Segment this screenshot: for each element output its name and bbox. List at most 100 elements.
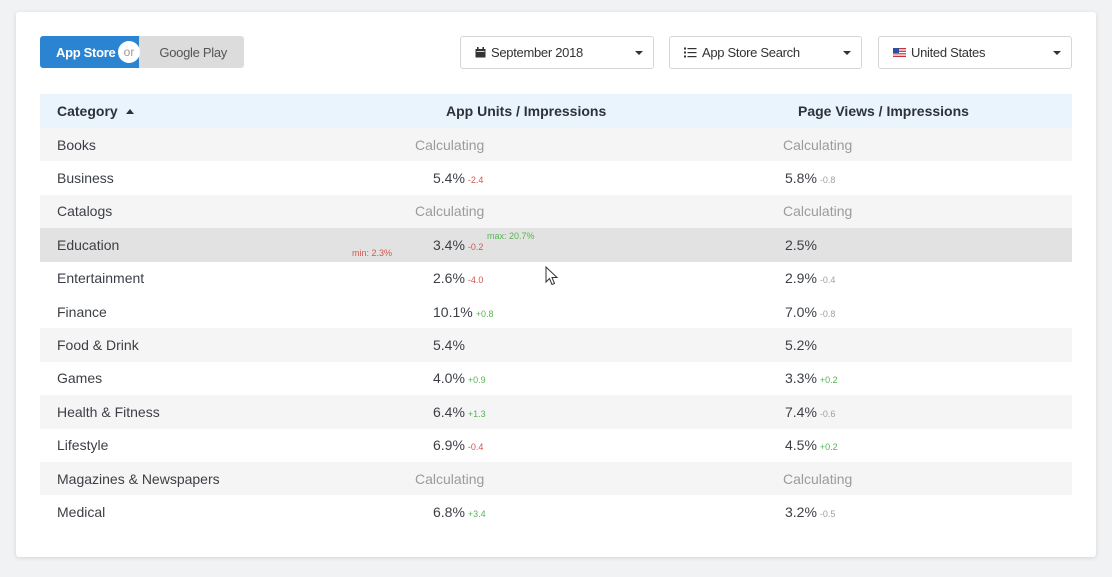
value-text: 3.3%	[785, 370, 817, 387]
value-text: 3.2%	[785, 503, 817, 520]
delta-badge: +3.4	[467, 508, 486, 519]
app-units-cell: 6.4% +1.3	[336, 395, 760, 428]
page-views-cell-value: 5.2%	[785, 337, 817, 353]
page-views-cell-value: Calculating	[783, 471, 852, 487]
or-separator: or	[118, 41, 140, 63]
value-text: 5.4%	[433, 170, 465, 187]
conversion-table: Category App Units / Impressions Page Vi…	[40, 94, 1072, 529]
source-dropdown[interactable]: App Store Search	[669, 36, 862, 69]
page-views-cell: 5.8% -0.8	[760, 161, 1072, 194]
page-views-cell: Calculating	[760, 195, 1072, 228]
table-row[interactable]: Medical 6.8% +3.4 3.2% -0.5	[40, 495, 1072, 528]
page-views-cell: Calculating	[760, 128, 1072, 161]
value-text: Calculating	[783, 136, 853, 153]
table-row[interactable]: Finance 10.1% +0.8 7.0% -0.8	[40, 295, 1072, 328]
category-cell: Catalogs	[57, 203, 113, 220]
category-cell: Magazines & Newspapers	[57, 470, 220, 487]
table-row[interactable]: Magazines & Newspapers Calculating Calcula…	[40, 461, 1072, 496]
app-units-column-header[interactable]: App Units / Impressions	[446, 103, 607, 119]
category-column-header[interactable]: Category	[40, 103, 336, 119]
page-views-cell: 5.2%	[760, 328, 1072, 361]
table-row[interactable]: Entertainment 2.6% -4.0 2.9% -0.4	[40, 262, 1072, 295]
table-row[interactable]: Food & Drink 5.4% 5.2%	[40, 328, 1072, 362]
app-units-cell-value: 6.4% +1.3	[433, 404, 486, 420]
category-cell: Education	[57, 236, 120, 253]
value-text: Calculating	[783, 470, 853, 487]
table-row[interactable]: Catalogs Calculating Calculating	[40, 194, 1072, 229]
app-units-cell: 10.1% +0.8	[336, 295, 760, 328]
country-dropdown[interactable]: United States	[878, 36, 1072, 69]
value-text: 5.8%	[785, 170, 817, 187]
google-play-button[interactable]: Google Play	[139, 36, 244, 68]
page-views-column-header[interactable]: Page Views / Impressions	[798, 103, 969, 119]
source-dropdown-label: App Store Search	[702, 45, 800, 60]
app-units-cell-value: Calculating	[415, 471, 484, 487]
app-units-cell: 5.4% -2.4	[336, 161, 760, 194]
table-row[interactable]: Lifestyle 6.9% -0.4 4.5% +0.2	[40, 429, 1072, 462]
table-row[interactable]: Education 3.4% -0.2 min: 2.3% max: 20.7% 2.5%	[40, 228, 1072, 262]
page-views-cell: 4.5% +0.2	[760, 429, 1072, 462]
value-text: 3.4%	[433, 236, 465, 253]
table-body: Books Calculating Calculating Business 5.4% -…	[40, 128, 1072, 529]
list-icon	[684, 47, 697, 58]
value-text: 2.6%	[433, 270, 465, 287]
app-units-cell: 6.8% +3.4	[336, 495, 760, 528]
value-text: 5.2%	[785, 337, 817, 354]
page-views-cell-value: 5.8% -0.8	[785, 170, 835, 186]
page-views-cell-value: 7.4% -0.6	[785, 404, 835, 420]
store-toggle: App Store Google Play or	[40, 36, 244, 68]
app-units-cell: 4.0% +0.9	[336, 362, 760, 395]
page-views-cell: 2.9% -0.4	[760, 262, 1072, 295]
date-dropdown[interactable]: September 2018	[460, 36, 654, 69]
app-units-cell-value: 4.0% +0.9	[433, 370, 486, 386]
value-text: 5.4%	[433, 337, 465, 354]
app-units-cell: 5.4%	[336, 328, 760, 361]
app-units-cell: 3.4% -0.2 min: 2.3% max: 20.7%	[336, 228, 760, 261]
value-text: 7.0%	[785, 303, 817, 320]
app-units-cell-value: 3.4% -0.2	[433, 237, 483, 253]
value-text: 7.4%	[785, 403, 817, 420]
delta-badge: -0.4	[819, 275, 836, 286]
delta-badge: -0.8	[819, 175, 836, 186]
delta-badge: +0.9	[467, 375, 486, 386]
value-text: Calculating	[783, 203, 853, 220]
delta-badge: -0.2	[467, 241, 484, 252]
app-units-cell: Calculating	[336, 195, 760, 228]
page-views-cell-value: 3.3% +0.2	[785, 370, 838, 386]
table-row[interactable]: Business 5.4% -2.4 5.8% -0.8	[40, 161, 1072, 194]
caret-down-icon	[635, 51, 643, 55]
delta-badge: -0.5	[819, 508, 836, 519]
conversion-card: App Store Google Play or September 2018 …	[16, 12, 1096, 557]
page-views-cell-value: Calculating	[783, 203, 852, 219]
category-cell: Lifestyle	[57, 437, 109, 454]
table-row[interactable]: Games 4.0% +0.9 3.3% +0.2	[40, 362, 1072, 395]
app-units-cell-value: Calculating	[415, 203, 484, 219]
app-units-cell-value: 6.9% -0.4	[433, 437, 483, 453]
table-row[interactable]: Books Calculating Calculating	[40, 128, 1072, 162]
category-cell: Business	[57, 170, 114, 187]
category-header-label: Category	[57, 103, 118, 119]
caret-down-icon	[843, 51, 851, 55]
min-tooltip-label: min: 2.3%	[352, 248, 393, 259]
app-units-cell-value: 5.4% -2.4	[433, 170, 483, 186]
page-views-cell: 3.3% +0.2	[760, 362, 1072, 395]
category-cell: Entertainment	[57, 270, 145, 287]
delta-badge: +0.2	[819, 375, 838, 386]
category-cell: Medical	[57, 503, 106, 520]
delta-badge: -0.8	[819, 308, 836, 319]
app-units-cell-value: 5.4%	[433, 337, 465, 353]
page-views-cell-value: 4.5% +0.2	[785, 437, 838, 453]
delta-badge: -2.4	[467, 175, 484, 186]
table-row[interactable]: Health & Fitness 6.4% +1.3 7.4% -0.6	[40, 395, 1072, 429]
app-units-cell-value: Calculating	[415, 137, 484, 153]
category-cell: Finance	[57, 303, 107, 320]
category-cell: Health & Fitness	[57, 403, 160, 420]
page-views-cell: 3.2% -0.5	[760, 495, 1072, 528]
category-cell: Food & Drink	[57, 337, 139, 354]
delta-badge: +0.2	[819, 442, 838, 453]
app-units-cell: Calculating	[336, 462, 760, 495]
value-text: 6.9%	[433, 437, 465, 454]
page-views-cell-value: 2.9% -0.4	[785, 270, 835, 286]
delta-badge: +0.8	[475, 308, 494, 319]
table-header: Category App Units / Impressions Page Vi…	[40, 94, 1072, 128]
